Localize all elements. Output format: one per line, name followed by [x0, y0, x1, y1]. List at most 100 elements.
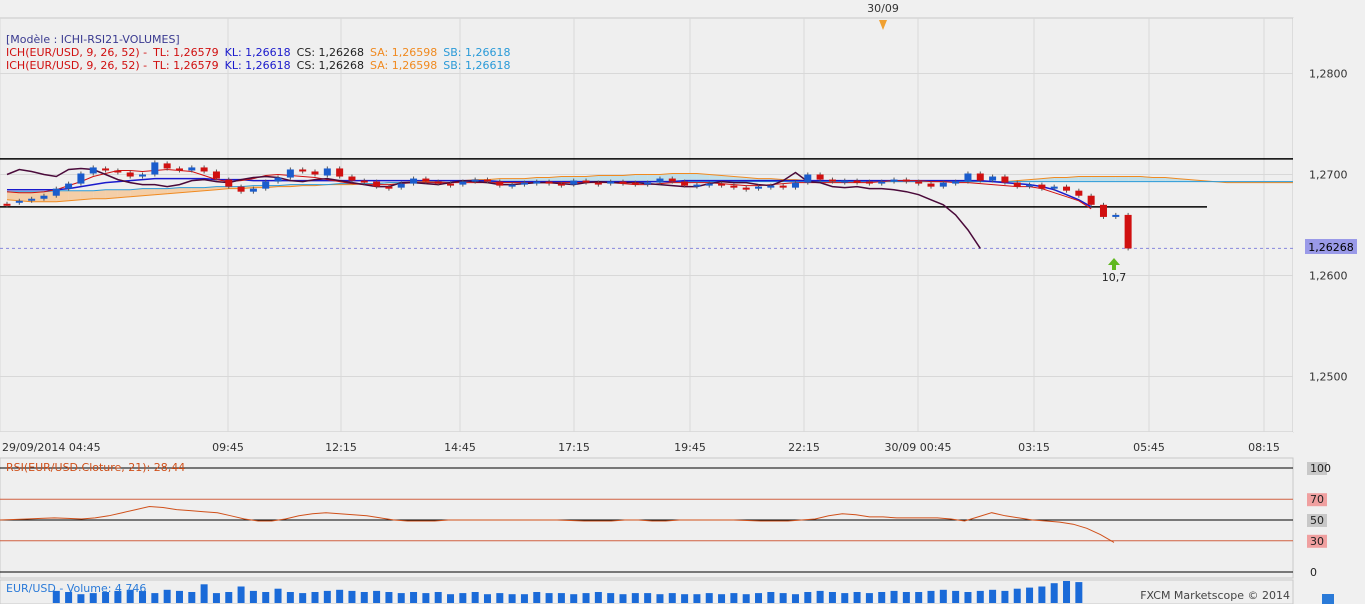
- cloud-segment: [499, 178, 513, 182]
- volume-bar: [1050, 583, 1058, 603]
- candle-body: [151, 162, 159, 175]
- candle-body: [483, 179, 491, 182]
- candle-body: [791, 182, 799, 188]
- cloud-segment: [549, 176, 562, 182]
- candle-body: [139, 174, 147, 177]
- cloud-segment: [1066, 176, 1079, 182]
- candle-body: [323, 168, 331, 176]
- volume-bar: [434, 592, 442, 603]
- volume-bar: [483, 594, 491, 603]
- candle-body: [286, 169, 294, 178]
- volume-bar: [410, 592, 418, 603]
- volume-bar: [890, 590, 898, 603]
- candle-body: [385, 186, 393, 189]
- candle-body: [28, 198, 36, 201]
- candle-body: [163, 163, 171, 169]
- volume-bar: [557, 593, 565, 603]
- cloud-segment: [561, 176, 574, 182]
- rsi-axis-labels: 100 70 50 30 0: [1307, 462, 1331, 579]
- candle-body: [373, 181, 381, 187]
- horizontal-levels[interactable]: [0, 158, 1293, 249]
- volume-bar: [668, 593, 676, 603]
- cloud-segment: [1140, 176, 1153, 182]
- rsi-tick-badge: [1307, 534, 1327, 548]
- candle-body: [520, 182, 528, 185]
- candle-body: [1075, 190, 1083, 196]
- candle-body: [939, 182, 947, 187]
- candle-body: [1001, 176, 1009, 183]
- volume-bar: [693, 594, 701, 603]
- candle-body: [644, 182, 652, 185]
- volume-bar: [397, 593, 405, 603]
- candle-body: [890, 179, 898, 182]
- volume-scroll-controls[interactable]: [1322, 594, 1334, 604]
- candle-body: [853, 180, 861, 183]
- volume-bar: [594, 592, 602, 603]
- cloud-segment: [80, 190, 94, 200]
- candle-body: [77, 173, 85, 184]
- rsi-panel-background[interactable]: [0, 457, 1294, 579]
- candle-body: [545, 181, 553, 184]
- candle-body: [225, 179, 233, 187]
- candle-body: [471, 179, 479, 182]
- template-label: [Modèle : ICHI-RSI21-VOLUMES]: [6, 33, 180, 46]
- volume-bar: [200, 584, 208, 603]
- cloud-segment: [68, 190, 81, 201]
- cloud-segment: [1091, 176, 1104, 182]
- candle-body: [1050, 186, 1058, 189]
- volume-bar: [964, 592, 972, 603]
- volume-bar: [791, 594, 799, 603]
- candle-body: [496, 181, 504, 186]
- price-panel-background[interactable]: [0, 17, 1294, 433]
- time-tick-label: 29/09/2014 04:45: [2, 441, 101, 454]
- volume-bar: [681, 594, 689, 603]
- volume-bar: [976, 590, 984, 603]
- volume-bar: [607, 593, 615, 603]
- volume-bar: [496, 593, 504, 603]
- price-axis[interactable]: [1293, 18, 1365, 432]
- time-tick-label: 08:15: [1248, 441, 1280, 454]
- candle-body: [816, 174, 824, 180]
- time-tick-label: 14:45: [444, 441, 476, 454]
- rsi-tick-label: 50: [1310, 514, 1324, 527]
- cloud-segment: [1103, 176, 1116, 182]
- cloud-segment: [623, 174, 636, 182]
- volume-bar: [471, 592, 479, 603]
- candle-body: [3, 203, 11, 206]
- volume-bar: [360, 592, 368, 603]
- time-tick-label: 22:15: [788, 441, 820, 454]
- volume-bar: [619, 594, 627, 603]
- ichimoku-legend-line: ICH(EUR/USD, 9, 26, 52) - TL: 1,26579 KL: …: [6, 46, 516, 59]
- candle-body: [841, 180, 849, 183]
- candle-body: [964, 173, 972, 182]
- time-tick-label: 30/09 00:45: [885, 441, 952, 454]
- cloud-segment: [684, 173, 697, 182]
- cloud-segment: [7, 191, 20, 201]
- volume-bar: [1063, 581, 1071, 603]
- volume-bar: [1075, 582, 1083, 603]
- time-marker-triangle-icon[interactable]: [879, 20, 887, 30]
- volume-bar: [927, 590, 935, 603]
- legend-value: TL: 1,26579: [153, 59, 219, 72]
- volume-bar: [779, 593, 787, 603]
- price-tick-label: 1,2800: [1309, 68, 1348, 81]
- candle-body: [1099, 204, 1107, 217]
- volume-bar: [631, 593, 639, 603]
- candle-body: [508, 184, 516, 187]
- price-axis-labels: 1,2800 1,2700 1,2600 1,2500: [1309, 68, 1348, 384]
- candle-body: [804, 174, 812, 183]
- volume-bar: [65, 592, 73, 603]
- volume-bar: [212, 593, 220, 603]
- volume-bar: [804, 592, 812, 603]
- top-date-marker-label: 30/09: [867, 2, 899, 15]
- time-axis[interactable]: [0, 432, 1293, 456]
- volume-bar: [816, 590, 824, 603]
- candle-body: [126, 172, 134, 177]
- rsi-tick-badge: [1307, 493, 1327, 507]
- candle-body: [681, 181, 689, 186]
- cloud-segment: [130, 188, 143, 197]
- candle-body: [705, 183, 713, 186]
- candle-body: [989, 176, 997, 181]
- candle-body: [299, 169, 307, 172]
